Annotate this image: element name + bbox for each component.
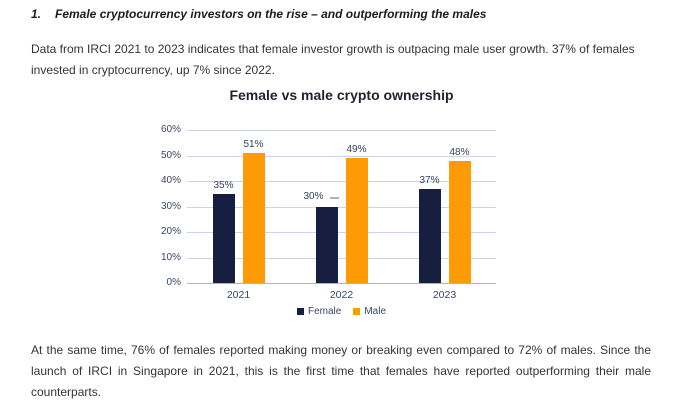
- y-axis-label: 20%: [160, 226, 181, 237]
- x-axis-label-2022: 2022: [329, 289, 354, 301]
- chart-title: Female vs male crypto ownership: [229, 87, 454, 103]
- section-heading: 1. Female cryptocurrency investors on th…: [31, 7, 486, 21]
- gridline: [187, 130, 496, 131]
- gridline: [187, 257, 496, 259]
- gridline: [187, 283, 496, 284]
- y-axis-label: 10%: [160, 251, 181, 263]
- y-axis-label: 40%: [160, 175, 181, 186]
- x-axis-label-2021: 2021: [226, 289, 251, 301]
- bar-female-2022: [315, 206, 338, 283]
- gridline: [187, 181, 496, 182]
- y-axis-label: 50%: [160, 149, 181, 161]
- legend-item-male: Male: [353, 306, 386, 317]
- y-axis-label: 30%: [160, 200, 181, 212]
- data-label-female-2023: 37%: [419, 174, 440, 186]
- gridline: [187, 206, 496, 208]
- leader-line: [329, 196, 339, 199]
- legend-swatch-female-icon: [296, 308, 304, 315]
- y-axis-label: 0%: [166, 277, 181, 288]
- paragraph-intro: Data from IRCI 2021 to 2023 indicates th…: [31, 42, 635, 77]
- chart-plot-area: 60% 50% 40% 30% 20% 10% 0% 35% 51% 2021 30% 49% 2022…: [161, 124, 496, 301]
- x-axis-label-2023: 2023: [432, 289, 457, 301]
- bar-male-2022: [345, 158, 368, 283]
- paragraph-findings: At the same time, 76% of females reporte…: [31, 343, 651, 399]
- y-axis-label: 60%: [160, 124, 181, 135]
- data-label-female-2022: 30%: [303, 190, 324, 202]
- legend-label-male: Male: [364, 306, 387, 317]
- data-label-female-2021: 35%: [213, 179, 234, 191]
- section-number: 1.: [31, 7, 42, 21]
- gridline: [187, 232, 496, 233]
- bar-female-2021: [212, 193, 235, 283]
- gridline: [187, 155, 496, 157]
- bar-female-2023: [418, 188, 441, 283]
- data-label-male-2022: 49%: [346, 144, 367, 156]
- chart-legend: Female Male: [187, 306, 496, 317]
- legend-swatch-male-icon: [353, 308, 361, 315]
- data-label-male-2023: 48%: [449, 146, 470, 158]
- data-label-male-2021: 51%: [243, 138, 264, 150]
- section-heading-text: Female cryptocurrency investors on the r…: [55, 7, 487, 21]
- bar-male-2023: [448, 160, 471, 283]
- bar-male-2021: [242, 152, 265, 283]
- legend-label-female: Female: [307, 306, 342, 317]
- legend-item-female: Female: [296, 306, 342, 317]
